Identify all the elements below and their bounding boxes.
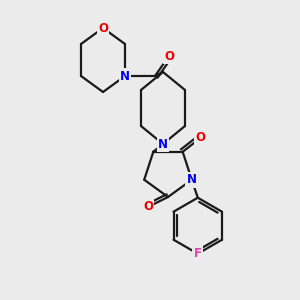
Text: N: N bbox=[120, 70, 130, 83]
Text: O: O bbox=[164, 50, 174, 62]
Text: O: O bbox=[98, 22, 108, 34]
Text: N: N bbox=[187, 173, 197, 186]
Text: O: O bbox=[143, 200, 153, 214]
Text: N: N bbox=[158, 137, 168, 151]
Text: O: O bbox=[196, 131, 206, 144]
Text: F: F bbox=[194, 247, 202, 260]
